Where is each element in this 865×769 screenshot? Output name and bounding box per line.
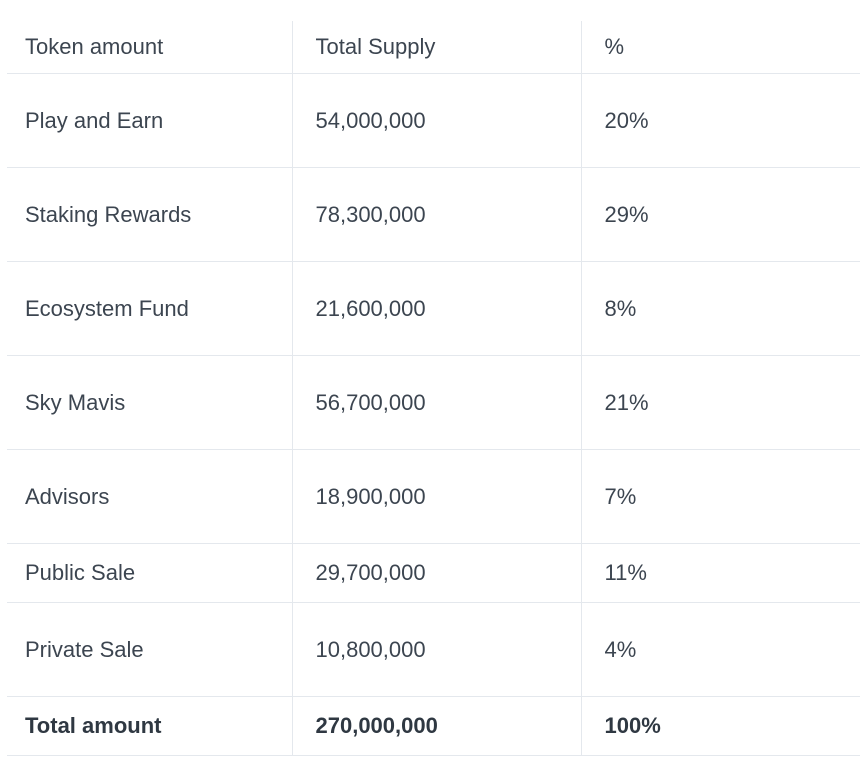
header-percent: % (580, 21, 860, 74)
row-name: Advisors (7, 449, 292, 544)
header-token-amount: Token amount (7, 21, 292, 74)
row-percent: 7% (580, 449, 860, 544)
table-row: Play and Earn 54,000,000 20% (7, 73, 860, 168)
header-total-supply: Total Supply (291, 21, 581, 74)
row-name: Staking Rewards (7, 167, 292, 262)
total-supply: 270,000,000 (291, 696, 581, 756)
table-header-row: Token amount Total Supply % (7, 21, 860, 74)
row-percent: 21% (580, 355, 860, 450)
table-total-row: Total amount 270,000,000 100% (7, 696, 860, 756)
row-percent: 8% (580, 261, 860, 356)
row-supply: 18,900,000 (291, 449, 581, 544)
table-row: Private Sale 10,800,000 4% (7, 602, 860, 697)
token-allocation-table: Token amount Total Supply % Play and Ear… (7, 21, 860, 756)
row-name: Ecosystem Fund (7, 261, 292, 356)
row-name: Private Sale (7, 602, 292, 697)
row-percent: 4% (580, 602, 860, 697)
token-allocation-table-wrapper: Token amount Total Supply % Play and Ear… (7, 21, 860, 756)
row-supply: 10,800,000 (291, 602, 581, 697)
row-name: Public Sale (7, 543, 292, 603)
row-supply: 54,000,000 (291, 73, 581, 168)
table-row: Ecosystem Fund 21,600,000 8% (7, 261, 860, 356)
table-row: Advisors 18,900,000 7% (7, 449, 860, 544)
row-percent: 20% (580, 73, 860, 168)
table-row: Public Sale 29,700,000 11% (7, 543, 860, 603)
table-row: Sky Mavis 56,700,000 21% (7, 355, 860, 450)
row-supply: 21,600,000 (291, 261, 581, 356)
row-percent: 11% (580, 543, 860, 603)
row-name: Sky Mavis (7, 355, 292, 450)
table-row: Staking Rewards 78,300,000 29% (7, 167, 860, 262)
row-percent: 29% (580, 167, 860, 262)
row-supply: 56,700,000 (291, 355, 581, 450)
row-supply: 29,700,000 (291, 543, 581, 603)
total-percent: 100% (580, 696, 860, 756)
total-label: Total amount (7, 696, 292, 756)
row-supply: 78,300,000 (291, 167, 581, 262)
row-name: Play and Earn (7, 73, 292, 168)
